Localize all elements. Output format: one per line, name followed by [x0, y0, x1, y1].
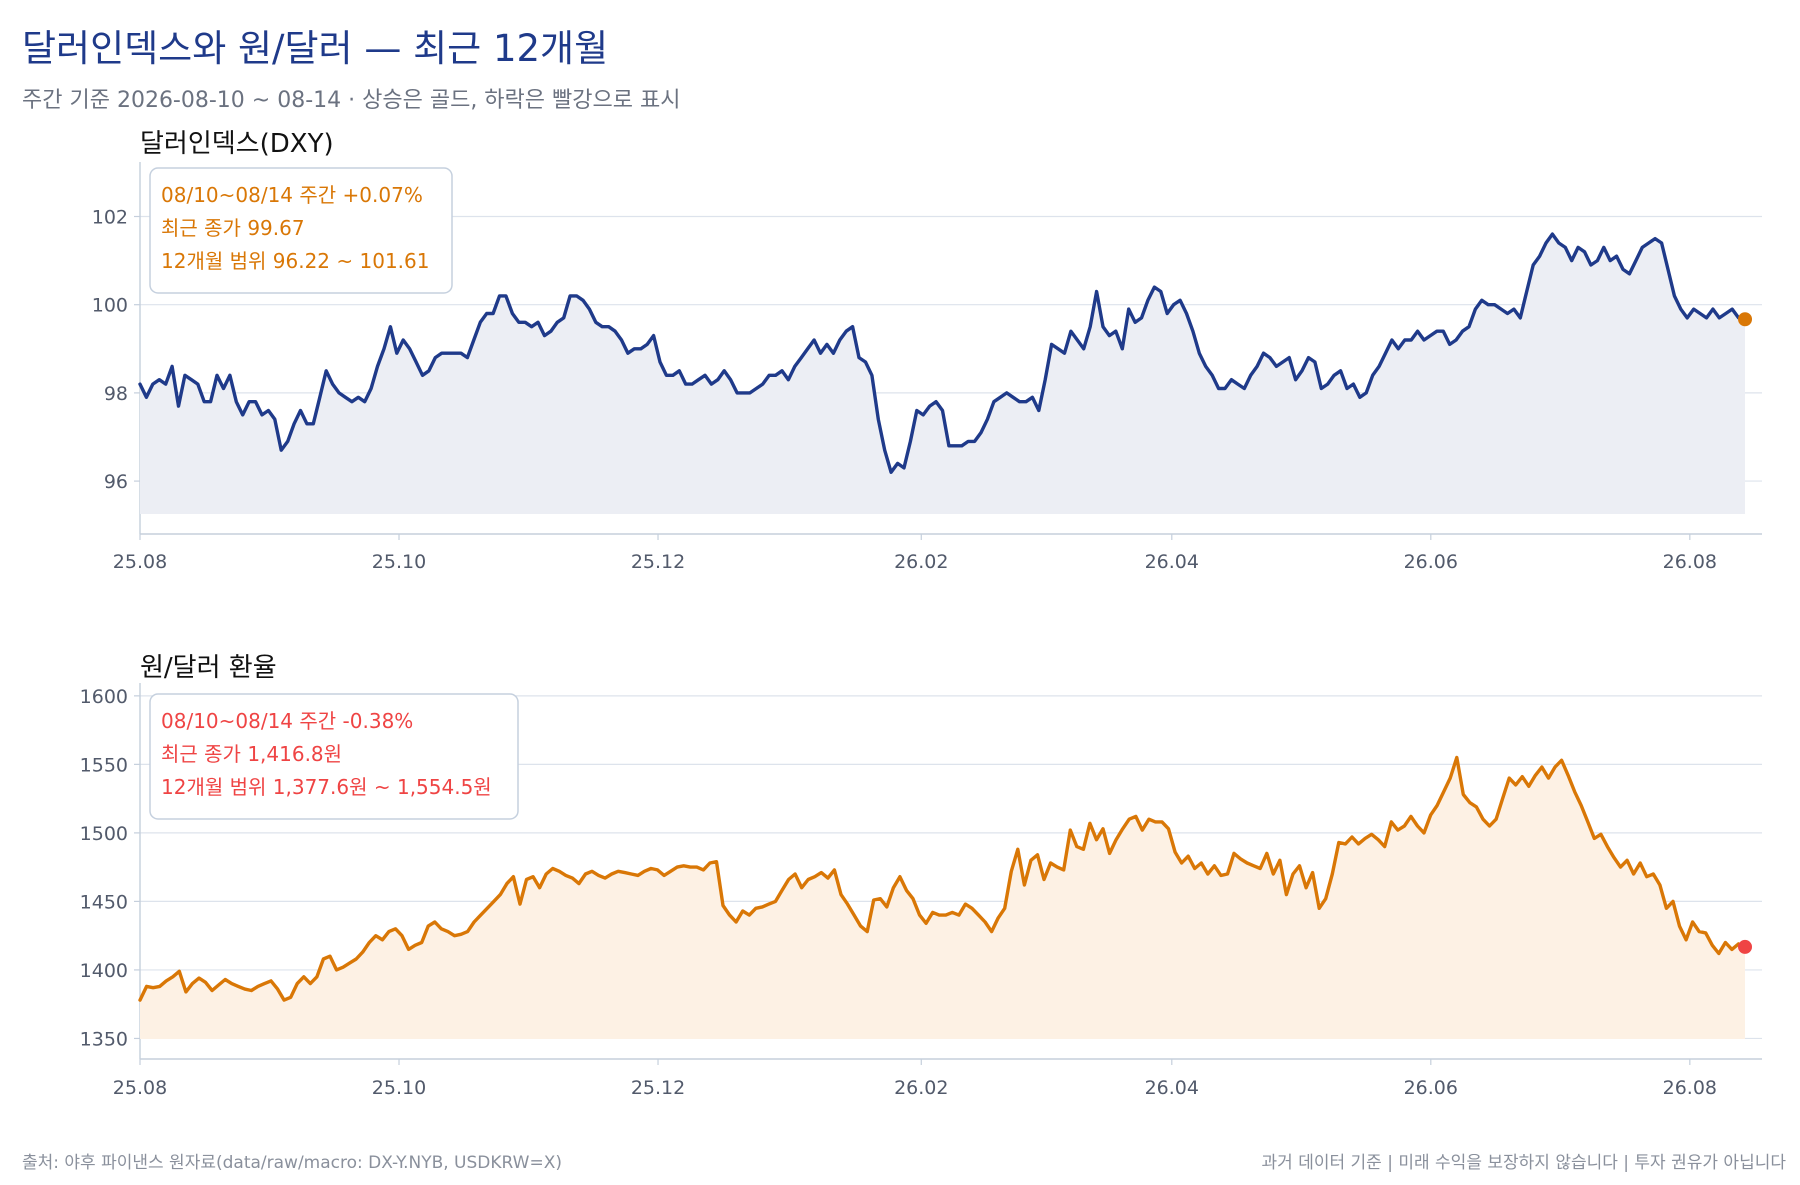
dxy-x-tick-label: 26.08 [1663, 551, 1717, 573]
usdkrw-y-tick-label: 1600 [80, 686, 128, 708]
usdkrw-y-tick-label: 1550 [80, 754, 128, 776]
page-title: 달러인덱스와 원/달러 — 최근 12개월 [22, 27, 609, 70]
dxy-info-line: 08/10~08/14 주간 +0.07% [161, 183, 423, 207]
usdkrw-x-tick-label: 25.10 [372, 1077, 426, 1099]
usdkrw-area-fill [140, 757, 1745, 1039]
usdkrw-x-tick-label: 26.02 [894, 1077, 948, 1099]
usdkrw-y-tick-label: 1500 [80, 823, 128, 845]
dxy-y-tick-label: 102 [92, 207, 128, 229]
dxy-x-tick-label: 26.02 [894, 551, 948, 573]
usdkrw-x-tick-label: 26.04 [1145, 1077, 1199, 1099]
usdkrw-y-tick-label: 1400 [80, 960, 128, 982]
dxy-x-tick-label: 25.08 [113, 551, 167, 573]
dxy-info-line: 12개월 범위 96.22 ~ 101.61 [161, 249, 429, 273]
usdkrw-x-tick-label: 25.08 [113, 1077, 167, 1099]
usdkrw-info-line: 08/10~08/14 주간 -0.38% [161, 709, 413, 733]
usdkrw-info-line: 최근 종가 1,416.8원 [161, 742, 342, 766]
dxy-chart-title: 달러인덱스(DXY) [140, 129, 334, 159]
usdkrw-x-tick-label: 26.08 [1663, 1077, 1717, 1099]
dxy-info-box [149, 167, 453, 294]
dxy-x-tick-label: 25.10 [372, 551, 426, 573]
dxy-chart-panel: 달러인덱스(DXY) 96 98 100 102 25.08 25.10 25.12 26.02… [92, 129, 1762, 573]
dxy-x-tick-label: 25.12 [631, 551, 685, 573]
dxy-y-tick-label: 98 [104, 383, 128, 405]
usdkrw-last-value-marker [1738, 939, 1753, 954]
dxy-area-fill [140, 234, 1745, 514]
usdkrw-x-tick-label: 25.12 [631, 1077, 685, 1099]
usdkrw-series-line [138, 755, 1747, 1002]
dxy-series-line [138, 232, 1747, 474]
dxy-last-value-marker [1738, 312, 1753, 327]
usdkrw-x-tick-label: 26.06 [1404, 1077, 1458, 1099]
dxy-y-tick-label: 96 [104, 471, 128, 493]
charts-canvas: 달러인덱스(DXY) 96 98 100 102 25.08 25.10 25.12 26.02… [80, 129, 1762, 1099]
usdkrw-info-box [149, 693, 519, 820]
dxy-info-line: 최근 종가 99.67 [161, 216, 305, 240]
usdkrw-info-line: 12개월 범위 1,377.6원 ~ 1,554.5원 [161, 775, 492, 799]
usdkrw-y-tick-label: 1350 [80, 1028, 128, 1050]
usdkrw-y-tick-label: 1450 [80, 891, 128, 913]
usdkrw-chart-title: 원/달러 환율 [140, 653, 277, 683]
usdkrw-chart-panel: 원/달러 환율 1350 1400 1450 1500 1550 1600 25.08 25.1… [80, 653, 1762, 1099]
dxy-y-tick-label: 100 [92, 295, 128, 317]
dxy-x-tick-label: 26.06 [1404, 551, 1458, 573]
dxy-x-tick-label: 26.04 [1145, 551, 1199, 573]
footer-disclaimer: 과거 데이터 기준 | 미래 수익을 보장하지 않습니다 | 투자 권유가 아닙… [1261, 1153, 1786, 1173]
page-subtitle: 주간 기준 2026-08-10 ~ 08-14 · 상승은 골드, 하락은 빨… [22, 88, 681, 113]
footer-source: 출처: 야후 파이낸스 원자료(data/raw/macro: DX-Y.NYB… [22, 1153, 562, 1173]
